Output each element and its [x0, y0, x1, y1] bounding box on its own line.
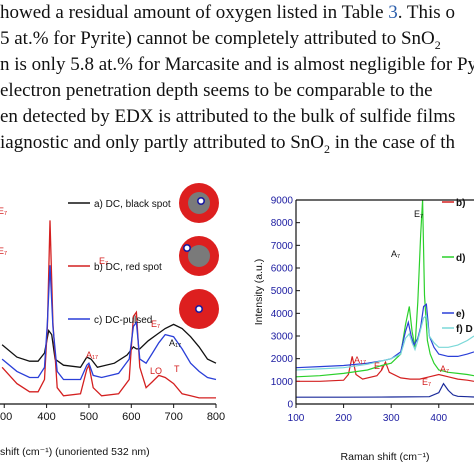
- left-annotations: E₇ E₇ E₇ A₁₇ E₇ A₁₇ LO T: [0, 206, 181, 376]
- peak-label-eg-420: E₇: [422, 377, 431, 387]
- text-line-5: en detected by EDX is attributed to the …: [0, 106, 456, 127]
- peak-label-eg-610: E₇: [151, 319, 160, 329]
- text-line-1: howed a residual amount of oxygen listed…: [0, 2, 455, 23]
- right-y-tick-label: 8000: [271, 218, 294, 229]
- peak-label-a1g-218: A₁₇: [354, 355, 366, 365]
- table-reference-link[interactable]: 3: [388, 2, 398, 23]
- spot-diagram-black: [179, 183, 219, 223]
- left-series-line-3: [1, 265, 217, 381]
- right-y-tick-label: 5000: [271, 286, 294, 297]
- legend-label-b: b): [456, 198, 465, 209]
- left-series-line-1: [1, 323, 217, 369]
- spot-marker-icon: [195, 305, 204, 314]
- text-line-4: electron penetration depth seems to be c…: [0, 80, 433, 101]
- right-x-tick-label: 400: [430, 413, 447, 424]
- raman-chart-left: a) DC, black spot b) DC, red spot c) DC-…: [0, 183, 225, 458]
- spot-diagram-pulsed: [179, 289, 219, 329]
- left-x-tick-label: 600: [122, 411, 140, 423]
- left-x-tick-label: 800: [207, 411, 225, 423]
- right-y-tick-label: 0: [287, 400, 293, 411]
- left-x-tick-label: 400: [37, 411, 55, 423]
- right-series-line-2: [295, 199, 474, 378]
- peak-label-ag-340: A₇: [391, 249, 400, 259]
- legend-label-black: a) DC, black spot: [94, 199, 171, 210]
- text-line-3: n is only 5.8 at.% for Marcasite and is …: [0, 54, 474, 75]
- spot-marker-icon: [197, 196, 206, 205]
- left-x-tick-label: 700: [164, 411, 182, 423]
- spot-marker-icon: [183, 244, 192, 253]
- right-annotations: A₁₇ E₇ A₇ E₇ E₇ A₇: [354, 209, 449, 387]
- right-y-tick-label: 6000: [271, 264, 294, 275]
- paper-text-block: howed a residual amount of oxygen listed…: [0, 0, 474, 160]
- right-x-tick-label: 300: [383, 413, 400, 424]
- right-series-line-3: [295, 303, 474, 369]
- legend-label-d: d): [456, 253, 465, 264]
- peak-label-eg-376: E₇: [414, 209, 423, 219]
- legend-label-red: b) DC, red spot: [94, 262, 162, 273]
- legend-label-e: e): [456, 309, 465, 320]
- left-series-group: [1, 220, 217, 399]
- peak-label-t: T: [174, 364, 180, 374]
- left-x-tick-label: 00: [0, 411, 12, 423]
- left-x-tick-label: 500: [80, 411, 98, 423]
- peak-label-lo: LO: [150, 366, 162, 376]
- peak-label-a1g-500: A₁₇: [86, 350, 98, 360]
- spot-diagram-red: [179, 236, 219, 276]
- legend-label-f: f) D: [456, 324, 473, 335]
- peak-label-a1g-700: A₁₇: [169, 338, 181, 348]
- right-y-tick-label: 9000: [271, 196, 294, 207]
- peak-label-ag-440: A₇: [440, 364, 449, 374]
- right-x-ticks: 100 200 300 400: [288, 404, 448, 424]
- left-x-axis-title: shift (cm⁻¹) (unoriented 532 nm): [0, 446, 150, 458]
- peak-label-eg-left-mid: E₇: [0, 246, 7, 256]
- peak-label-eg-left-top: E₇: [0, 206, 7, 216]
- right-y-tick-label: 7000: [271, 241, 294, 252]
- peak-label-eg-285: E₇: [374, 361, 383, 371]
- right-y-tick-label: 4000: [271, 309, 294, 320]
- raman-chart-right: Intensity (a.u.) 0 1000 2000 3000 4000 5000 60…: [253, 196, 474, 463]
- right-x-axis-title: Raman shift (cm⁻¹): [341, 451, 430, 463]
- text-line-2: 5 at.% for Pyrite) cannot be completely …: [0, 28, 441, 52]
- legend-label-blue: c) DC-pulsed: [94, 315, 152, 326]
- right-legend-fragments: b) d) e) f) D: [442, 198, 473, 335]
- right-y-tick-label: 2000: [271, 354, 294, 365]
- spot-diagrams: [179, 183, 219, 329]
- peak-label-eg-400: E₇: [99, 256, 108, 266]
- right-series-line-4: [295, 314, 474, 371]
- text-line-6: iagnostic and only partly attributed to …: [0, 132, 456, 156]
- right-series-group: [295, 199, 474, 398]
- left-legend: a) DC, black spot b) DC, red spot c) DC-…: [68, 199, 171, 326]
- right-x-tick-label: 200: [335, 413, 352, 424]
- right-plot-frame: [295, 199, 474, 405]
- right-y-tick-label: 1000: [271, 377, 294, 388]
- right-series-line-5: [296, 382, 474, 398]
- right-y-tick-label: 3000: [271, 332, 294, 343]
- right-x-tick-label: 100: [288, 413, 305, 424]
- left-x-ticks: 00 400 500 600 700 800: [0, 404, 225, 423]
- right-series-line-1: [296, 356, 474, 382]
- right-y-axis-title: Intensity (a.u.): [253, 259, 265, 326]
